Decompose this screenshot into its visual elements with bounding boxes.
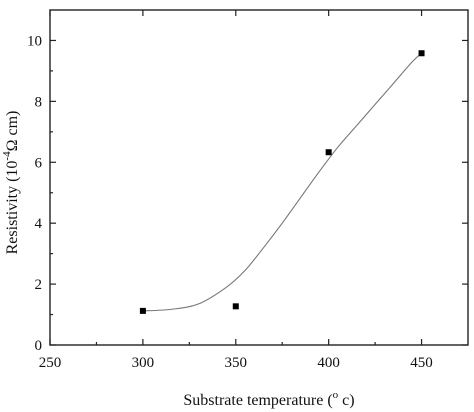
y-tick-label: 0 [35, 338, 43, 354]
y-tick-label: 8 [35, 94, 43, 110]
x-tick-label: 450 [410, 355, 433, 371]
y-tick-label: 2 [35, 277, 43, 293]
y-tick-label: 6 [35, 155, 43, 171]
y-axis-title-main: Resistivity (10 [4, 161, 21, 255]
plot-area: 250 300 350 400 450 0 2 4 6 8 10 Substrate temperat… [1, 9, 469, 409]
y-axis-title-superscript: -4 [1, 151, 13, 161]
y-tick-label: 4 [35, 216, 43, 232]
y-axis-title-unit: Ω cm) [4, 111, 21, 152]
data-point-marker [418, 50, 425, 57]
x-tick-label: 350 [225, 355, 248, 371]
x-axis-title: Substrate temperature (o c) [183, 389, 354, 409]
x-tick-label: 250 [39, 355, 62, 371]
data-point-marker [232, 303, 239, 310]
x-tick-label: 400 [317, 355, 340, 371]
x-axis-title-unit: c) [338, 392, 354, 409]
x-axis-title-main: Substrate temperature ( [183, 392, 332, 409]
data-point-marker [139, 307, 146, 314]
y-tick-label: 10 [27, 33, 42, 49]
plot-frame [49, 9, 469, 346]
y-axis-title: Resistivity (10-4Ω cm) [1, 111, 21, 255]
data-point-marker [325, 149, 332, 156]
fit-curve-line [142, 52, 422, 312]
x-axis-title-superscript: o [333, 389, 339, 401]
x-tick-label: 300 [132, 355, 155, 371]
